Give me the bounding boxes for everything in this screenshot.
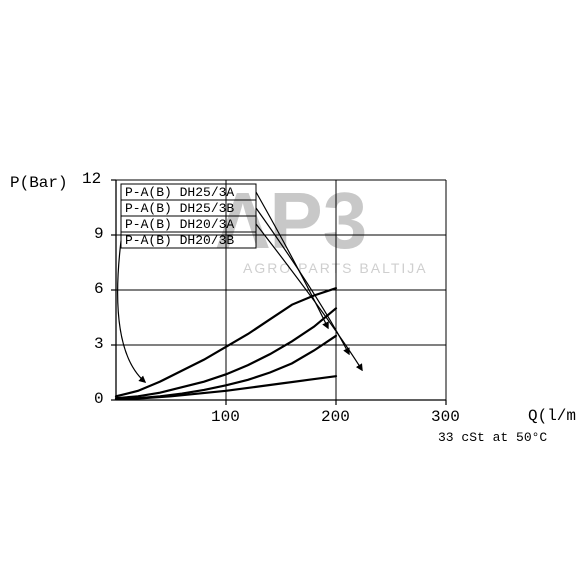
legend-item: P-A(B) DH25/3A xyxy=(125,185,234,200)
legend-arrow xyxy=(256,208,349,354)
legend-item: P-A(B) DH20/3B xyxy=(125,233,234,248)
x-tick-label: 100 xyxy=(211,408,240,426)
y-axis-label: P(Bar) xyxy=(10,174,68,192)
legend-arrow xyxy=(118,241,145,382)
y-tick-label: 9 xyxy=(94,225,104,243)
legend-item: P-A(B) DH20/3A xyxy=(125,217,234,232)
chart-canvas: ΛP3 AGRO PARTS BALTIJA P(Bar) Q(l/m 33 c… xyxy=(0,0,588,588)
chart-subtitle: 33 cSt at 50°C xyxy=(438,430,547,445)
y-tick-label: 0 xyxy=(94,390,104,408)
plot-svg xyxy=(0,0,588,588)
x-tick-label: 200 xyxy=(321,408,350,426)
x-axis-label: Q(l/m xyxy=(528,407,576,425)
y-tick-label: 12 xyxy=(82,170,101,188)
y-tick-label: 6 xyxy=(94,280,104,298)
x-tick-label: 300 xyxy=(431,408,460,426)
y-tick-label: 3 xyxy=(94,335,104,353)
legend-item: P-A(B) DH25/3B xyxy=(125,201,234,216)
